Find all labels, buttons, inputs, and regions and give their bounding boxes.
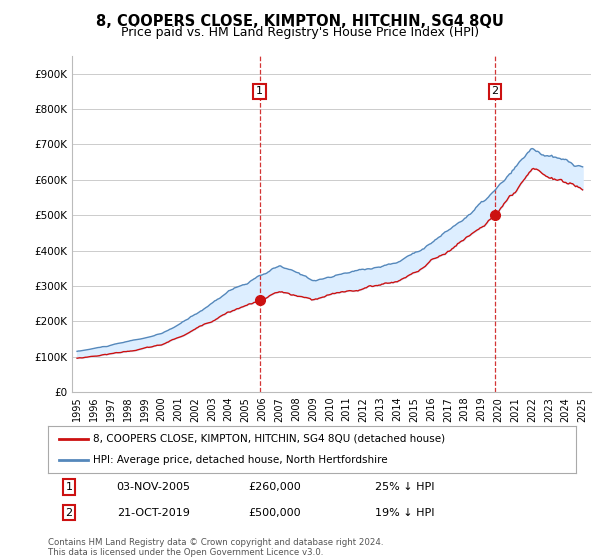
- Text: 19% ↓ HPI: 19% ↓ HPI: [376, 507, 435, 517]
- Text: 1: 1: [256, 86, 263, 96]
- Text: Contains HM Land Registry data © Crown copyright and database right 2024.
This d: Contains HM Land Registry data © Crown c…: [48, 538, 383, 557]
- Text: Price paid vs. HM Land Registry's House Price Index (HPI): Price paid vs. HM Land Registry's House …: [121, 26, 479, 39]
- Text: 03-NOV-2005: 03-NOV-2005: [116, 482, 191, 492]
- Text: 2: 2: [491, 86, 499, 96]
- Text: 25% ↓ HPI: 25% ↓ HPI: [376, 482, 435, 492]
- Text: £260,000: £260,000: [248, 482, 301, 492]
- Text: £500,000: £500,000: [248, 507, 301, 517]
- Text: 8, COOPERS CLOSE, KIMPTON, HITCHIN, SG4 8QU (detached house): 8, COOPERS CLOSE, KIMPTON, HITCHIN, SG4 …: [93, 434, 445, 444]
- Text: 8, COOPERS CLOSE, KIMPTON, HITCHIN, SG4 8QU: 8, COOPERS CLOSE, KIMPTON, HITCHIN, SG4 …: [96, 14, 504, 29]
- Text: 21-OCT-2019: 21-OCT-2019: [116, 507, 190, 517]
- Text: 1: 1: [65, 482, 73, 492]
- Text: 2: 2: [65, 507, 73, 517]
- Text: HPI: Average price, detached house, North Hertfordshire: HPI: Average price, detached house, Nort…: [93, 455, 388, 465]
